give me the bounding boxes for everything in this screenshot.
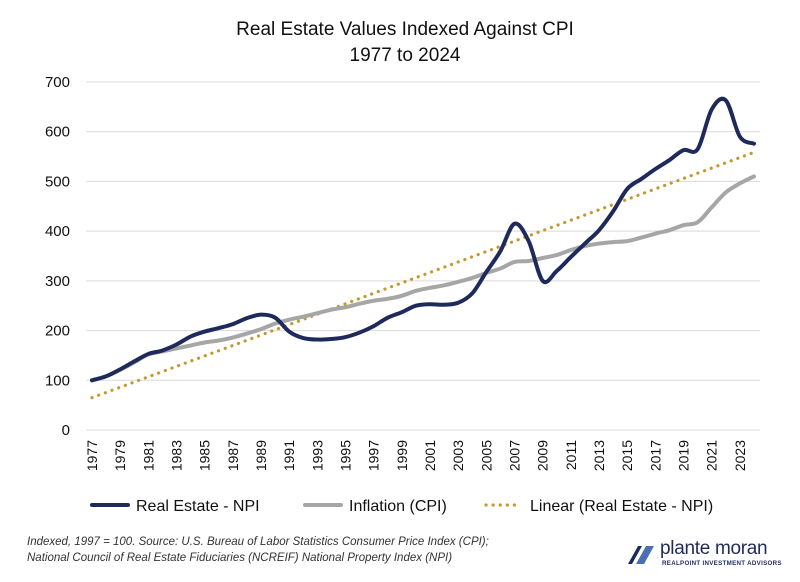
chart-subtitle: 1977 to 2024 <box>350 45 461 66</box>
x-tick-label-1993: 1993 <box>309 440 325 471</box>
y-tick-label-500: 500 <box>45 173 70 190</box>
y-axis: 0 100 200 300 400 500 600 700 <box>45 74 70 439</box>
footnote-line-2: National Council of Real Estate Fiduciar… <box>27 552 453 564</box>
x-axis: 1977 1979 1981 1983 1985 1987 1989 1991 1993 1995… <box>84 440 748 471</box>
x-tick-label-2009: 2009 <box>535 440 551 471</box>
x-tick-label-2017: 2017 <box>647 440 663 471</box>
y-tick-label-0: 0 <box>62 422 70 439</box>
x-tick-label-1977: 1977 <box>84 440 100 471</box>
x-tick-label-1991: 1991 <box>281 440 297 471</box>
footnote: Indexed, 1997 = 100. Source: U.S. Bureau… <box>27 534 587 566</box>
x-tick-label-1995: 1995 <box>338 440 354 471</box>
x-tick-label-2019: 2019 <box>676 440 692 471</box>
x-tick-label-2007: 2007 <box>507 440 523 471</box>
x-tick-label-2011: 2011 <box>563 440 579 470</box>
x-tick-label-1987: 1987 <box>225 440 241 471</box>
series-line-linear-real-estate-npi <box>90 150 756 400</box>
logo-mark-icon <box>628 546 654 564</box>
plante-moran-logo: plante moran REALPOINT INVESTMENT ADVISO… <box>626 538 782 570</box>
y-tick-label-200: 200 <box>45 323 70 340</box>
x-tick-label-1997: 1997 <box>366 440 382 471</box>
series-line-inflation-cpi <box>90 174 756 383</box>
y-tick-label-400: 400 <box>45 223 70 240</box>
legend-label-linear-real-estate-npi: Linear (Real Estate - NPI) <box>530 498 713 515</box>
x-tick-label-1981: 1981 <box>140 440 156 471</box>
x-tick-label-2013: 2013 <box>591 440 607 471</box>
legend-label-inflation-cpi: Inflation (CPI) <box>349 498 447 515</box>
x-tick-label-1983: 1983 <box>169 440 185 471</box>
y-tick-label-700: 700 <box>45 74 70 91</box>
x-tick-label-1979: 1979 <box>112 440 128 471</box>
x-tick-label-2003: 2003 <box>450 440 466 471</box>
x-tick-label-1999: 1999 <box>394 440 410 471</box>
logo-tagline: REALPOINT INVESTMENT ADVISORS <box>662 560 782 567</box>
x-tick-label-2001: 2001 <box>422 440 438 471</box>
grid-layer <box>86 81 760 431</box>
series-line-real-estate-npi <box>90 96 756 383</box>
logo-name: plante moran <box>660 538 768 559</box>
x-tick-label-2005: 2005 <box>478 440 494 471</box>
legend: Real Estate - NPI Inflation (CPI) Linear (… <box>90 498 713 515</box>
x-tick-label-1989: 1989 <box>253 440 269 471</box>
y-tick-label-300: 300 <box>45 273 70 290</box>
chart-title: Real Estate Values Indexed Against CPI <box>236 19 574 40</box>
x-tick-label-2021: 2021 <box>704 440 720 471</box>
legend-label-real-estate-npi: Real Estate - NPI <box>136 498 260 515</box>
y-tick-label-600: 600 <box>45 124 70 141</box>
footnote-line-1: Indexed, 1997 = 100. Source: U.S. Bureau… <box>27 536 489 548</box>
x-tick-label-2015: 2015 <box>619 440 635 471</box>
series-layer <box>90 96 756 400</box>
y-tick-label-100: 100 <box>45 372 70 389</box>
x-tick-label-1985: 1985 <box>197 440 213 471</box>
x-tick-label-2023: 2023 <box>732 440 748 471</box>
